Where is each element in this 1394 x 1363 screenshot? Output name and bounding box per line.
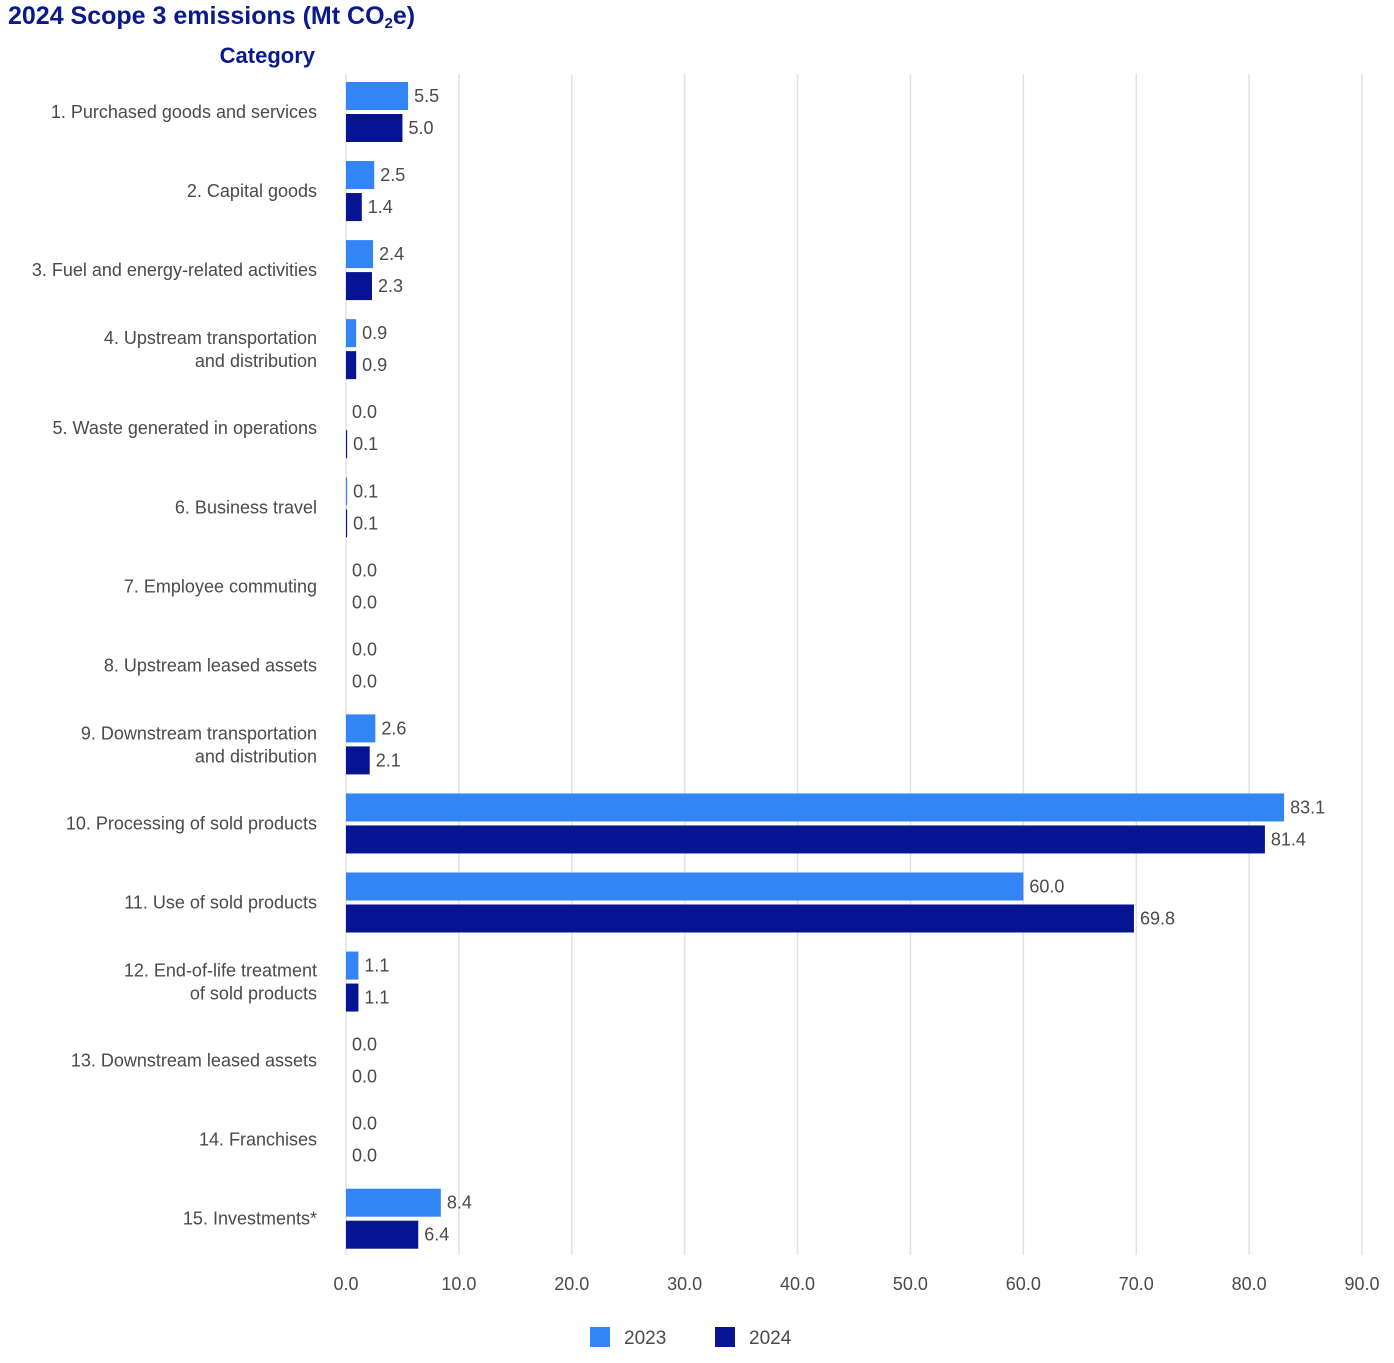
x-tick-label: 90.0 bbox=[1344, 1274, 1379, 1294]
x-tick-label: 40.0 bbox=[780, 1274, 815, 1294]
category-label: 6. Business travel bbox=[175, 497, 317, 517]
legend-label-2023: 2023 bbox=[624, 1328, 666, 1349]
value-label-2023: 0.0 bbox=[352, 402, 377, 422]
value-label-2023: 5.5 bbox=[414, 86, 439, 106]
chart-title-main: 2024 Scope 3 emissions (Mt CO bbox=[8, 2, 385, 30]
category-label: 15. Investments* bbox=[183, 1209, 317, 1229]
y-axis-heading: Category bbox=[220, 43, 316, 68]
category-label-line: 4. Upstream transportation bbox=[104, 328, 317, 348]
gridlines bbox=[345, 74, 1363, 1255]
bar-2024 bbox=[346, 193, 362, 222]
category-label: 14. Franchises bbox=[199, 1130, 317, 1150]
bar-2023 bbox=[346, 872, 1024, 901]
bar-2023 bbox=[346, 319, 357, 348]
value-label-2024: 0.0 bbox=[352, 1146, 377, 1166]
value-label-2023: 60.0 bbox=[1029, 877, 1064, 897]
value-label-2023: 0.0 bbox=[352, 560, 377, 580]
bar-2023 bbox=[346, 793, 1285, 822]
x-tick-label: 50.0 bbox=[893, 1274, 928, 1294]
bar-2024 bbox=[346, 1220, 419, 1249]
bar-2024 bbox=[346, 983, 359, 1012]
x-tick-label: 0.0 bbox=[333, 1274, 358, 1294]
category-label: 4. Upstream transportation and distributi… bbox=[104, 328, 317, 371]
value-label-2024: 2.3 bbox=[378, 276, 403, 296]
value-label-2024: 0.1 bbox=[353, 513, 378, 533]
x-tick-label: 70.0 bbox=[1119, 1274, 1154, 1294]
value-label-2023: 83.1 bbox=[1290, 797, 1325, 817]
value-label-2024: 2.1 bbox=[376, 750, 401, 770]
bar-2023 bbox=[346, 161, 375, 190]
value-label-2023: 0.0 bbox=[352, 639, 377, 659]
value-label-2023: 0.9 bbox=[362, 323, 387, 343]
bar-2024 bbox=[346, 114, 403, 142]
category-label-line: 12. End-of-life treatment bbox=[124, 961, 317, 981]
bar-2023 bbox=[346, 240, 374, 269]
category-label-line: and distribution bbox=[195, 746, 317, 766]
bar-2023 bbox=[346, 714, 376, 743]
value-label-2024: 6.4 bbox=[424, 1225, 449, 1245]
value-label-2023: 1.1 bbox=[364, 956, 389, 976]
bar-2024 bbox=[346, 272, 372, 301]
chart-title-subscript: 2 bbox=[384, 15, 393, 32]
value-label-2023: 0.0 bbox=[352, 1114, 377, 1134]
category-label-line: of sold products bbox=[190, 984, 317, 1004]
legend-label-2024: 2024 bbox=[749, 1328, 792, 1349]
bar-2023 bbox=[346, 951, 359, 980]
category-label: 13. Downstream leased assets bbox=[71, 1051, 317, 1071]
bar-2024 bbox=[346, 746, 370, 775]
value-label-2023: 2.5 bbox=[380, 165, 405, 185]
category-label: 5. Waste generated in operations bbox=[53, 418, 318, 438]
value-label-2024: 1.4 bbox=[368, 197, 393, 217]
category-label-line: 9. Downstream transportation bbox=[81, 723, 317, 743]
labels: 0.0 10.0 20.0 30.0 40.0 50.0 60.0 70.0 80.0 90.0 5… bbox=[32, 86, 1380, 1294]
value-label-2024: 5.0 bbox=[408, 118, 433, 138]
chart-title-end: e) bbox=[392, 2, 416, 30]
legend-swatch-2024 bbox=[715, 1327, 735, 1347]
bar-2024 bbox=[346, 825, 1265, 854]
bar-2024 bbox=[346, 509, 348, 538]
value-label-2024: 1.1 bbox=[364, 988, 389, 1008]
value-label-2023: 2.4 bbox=[379, 244, 404, 264]
x-tick-label: 60.0 bbox=[1006, 1274, 1041, 1294]
bar-2024 bbox=[346, 904, 1134, 933]
x-tick-label: 80.0 bbox=[1232, 1274, 1267, 1294]
legend: 2023 2024 bbox=[590, 1327, 792, 1349]
x-tick-label: 20.0 bbox=[554, 1274, 589, 1294]
category-label: 10. Processing of sold products bbox=[66, 813, 317, 833]
bar-2024 bbox=[346, 351, 357, 380]
legend-swatch-2023 bbox=[590, 1327, 610, 1347]
chart-title: 2024 Scope 3 emissions (Mt CO2e) bbox=[8, 2, 415, 32]
category-label: 7. Employee commuting bbox=[124, 576, 317, 596]
bar-2023 bbox=[346, 1188, 441, 1217]
value-label-2023: 2.6 bbox=[381, 718, 406, 738]
value-label-2024: 69.8 bbox=[1140, 909, 1175, 929]
value-label-2023: 0.1 bbox=[353, 481, 378, 501]
value-label-2024: 0.1 bbox=[353, 434, 378, 454]
x-tick-label: 30.0 bbox=[667, 1274, 702, 1294]
category-label-line: and distribution bbox=[195, 351, 317, 371]
value-label-2023: 8.4 bbox=[447, 1193, 472, 1213]
category-label: 2. Capital goods bbox=[187, 181, 317, 201]
bar-2023 bbox=[346, 82, 409, 110]
category-label: 11. Use of sold products bbox=[124, 893, 317, 913]
value-label-2024: 0.0 bbox=[352, 1067, 377, 1087]
bar-2023 bbox=[346, 477, 348, 506]
bar-2024 bbox=[346, 430, 348, 459]
category-label: 12. End-of-life treatment of sold product… bbox=[124, 961, 317, 1004]
value-label-2024: 0.0 bbox=[352, 671, 377, 691]
category-label: 3. Fuel and energy-related activities bbox=[32, 260, 317, 280]
category-label: 9. Downstream transportation and distribu… bbox=[81, 723, 317, 766]
category-label: 1. Purchased goods and services bbox=[51, 102, 317, 122]
bars bbox=[346, 82, 1285, 1249]
value-label-2023: 0.0 bbox=[352, 1035, 377, 1055]
value-label-2024: 81.4 bbox=[1271, 829, 1306, 849]
value-label-2024: 0.9 bbox=[362, 355, 387, 375]
x-tick-label: 10.0 bbox=[441, 1274, 476, 1294]
category-label: 8. Upstream leased assets bbox=[104, 655, 317, 675]
value-label-2024: 0.0 bbox=[352, 592, 377, 612]
